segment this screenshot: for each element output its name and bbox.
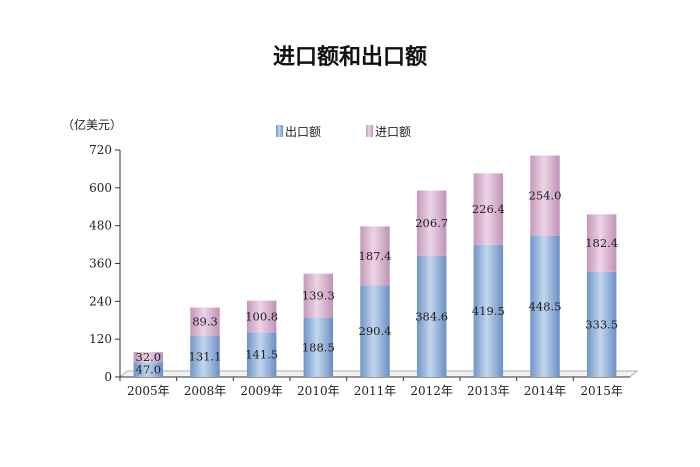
data-label-export: 384.6 [415, 309, 448, 323]
x-tick-label: 2011年 [354, 384, 397, 398]
bar-import [586, 214, 617, 272]
data-label-import: 89.3 [192, 315, 218, 329]
x-tick-label: 2014年 [524, 384, 567, 398]
data-label-export: 333.5 [585, 317, 618, 331]
x-tick-label: 2009年 [240, 384, 283, 398]
data-label-import: 187.4 [359, 249, 392, 263]
bar-export [473, 244, 504, 377]
bar-export [360, 285, 390, 377]
data-label-export: 47.0 [136, 363, 162, 377]
data-label-import: 139.3 [302, 289, 335, 303]
legend-label-export: 出口额 [285, 125, 321, 139]
bar-import [190, 307, 220, 336]
data-label-export: 419.5 [472, 304, 505, 318]
bar-import [473, 173, 504, 245]
bar-export [190, 335, 220, 377]
data-label-export: 188.5 [302, 340, 335, 354]
x-tick-label: 2005年 [127, 384, 170, 398]
x-tick-label: 2013年 [467, 384, 510, 398]
bars: 47.032.0 131.1 89.3 141.5 100.8 188.5 139.3 290… [133, 155, 618, 377]
y-axis-ticks: 0 120 240 360 480 600 720 [89, 143, 120, 384]
bar-export [303, 317, 334, 377]
bar-export [246, 332, 277, 377]
legend-swatch-export [276, 125, 283, 137]
data-label-import: 32.0 [136, 350, 162, 364]
bar-import [416, 190, 447, 256]
bar-import [303, 273, 334, 318]
data-label-import: 206.7 [415, 216, 448, 230]
x-tick-label: 2010年 [297, 384, 340, 398]
y-tick-label: 120 [89, 332, 112, 346]
data-label-export: 448.5 [529, 299, 562, 313]
data-label-export: 141.5 [245, 348, 278, 362]
x-tick-label: 2012年 [410, 384, 453, 398]
data-label-export: 131.1 [189, 349, 222, 363]
bar-import [360, 226, 390, 286]
y-tick-label: 600 [89, 181, 112, 195]
data-label-import: 226.4 [472, 202, 505, 216]
y-tick-label: 360 [89, 257, 112, 271]
data-label-import: 182.4 [585, 236, 618, 250]
x-tick-label: 2015年 [580, 384, 623, 398]
y-tick-label: 720 [89, 143, 112, 157]
bar-import [530, 155, 560, 236]
y-tick-label: 240 [89, 294, 112, 308]
bar-import [133, 352, 164, 363]
bar-export [133, 362, 164, 377]
x-axis-labels: 2005年 2008年 2009年 2010年 2011年 2012年 2013年 2014年… [119, 377, 623, 398]
legend-label-import: 进口额 [375, 125, 411, 139]
legend: 出口额 进口额 [276, 125, 411, 139]
bar-export [586, 271, 617, 377]
data-label-export: 290.4 [359, 324, 392, 338]
y-tick-label: 0 [104, 370, 112, 384]
data-label-import: 100.8 [245, 309, 278, 323]
chart-title: 进口额和出口额 [273, 44, 427, 70]
legend-swatch-import [366, 125, 373, 137]
y-tick-label: 480 [89, 219, 112, 233]
x-tick-label: 2008年 [184, 384, 227, 398]
bar-import [246, 300, 277, 333]
y-axis-unit-label: （亿美元） [62, 117, 122, 132]
data-label-import: 254.0 [529, 189, 562, 203]
bar-export [416, 255, 447, 377]
bar-export [530, 235, 560, 377]
